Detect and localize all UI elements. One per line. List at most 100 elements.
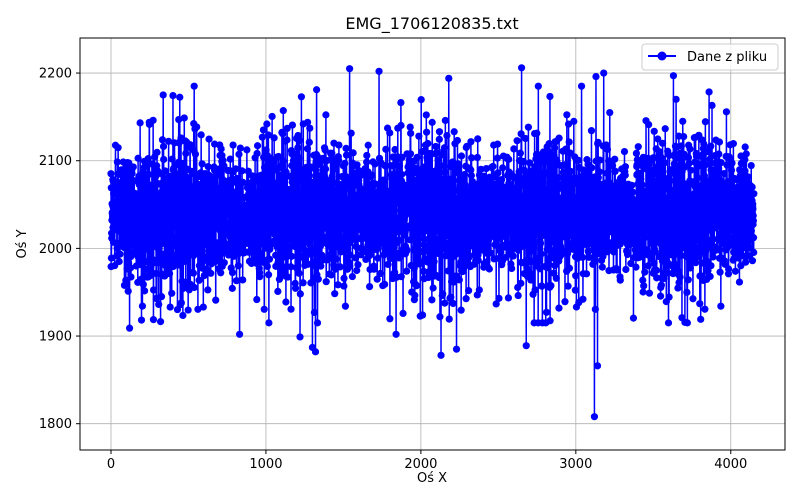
data-point [127, 273, 135, 281]
data-point [527, 276, 535, 284]
data-point [293, 178, 301, 186]
data-point [386, 254, 394, 263]
data-point [121, 194, 129, 202]
data-point [311, 348, 320, 356]
data-point [684, 154, 693, 162]
data-point [279, 157, 287, 165]
data-point [257, 188, 265, 196]
data-point [380, 251, 388, 259]
data-point [374, 254, 382, 262]
data-point [642, 190, 650, 198]
data-point [654, 135, 662, 143]
data-point [660, 274, 668, 283]
data-point [629, 188, 637, 196]
data-point [406, 150, 415, 158]
data-point [656, 292, 665, 300]
data-point [659, 174, 667, 183]
data-point [432, 142, 440, 151]
data-point [189, 269, 198, 277]
data-point [528, 210, 536, 218]
data-point [564, 282, 572, 290]
data-point [629, 314, 638, 322]
data-point [386, 315, 394, 323]
data-point [228, 268, 237, 277]
data-point [217, 269, 225, 277]
data-point [669, 72, 678, 80]
data-point [508, 264, 516, 273]
data-point [551, 144, 559, 152]
data-point [388, 206, 396, 214]
data-point [279, 234, 287, 242]
legend: Dane z pliku [641, 43, 779, 71]
data-point [220, 259, 228, 267]
data-point [688, 200, 696, 208]
data-point [441, 168, 449, 176]
data-point [289, 220, 297, 228]
data-point [545, 261, 553, 269]
data-point [234, 262, 242, 270]
data-point [313, 319, 322, 327]
data-point [204, 163, 212, 171]
data-point [129, 163, 137, 171]
data-point [588, 164, 596, 172]
data-point [207, 269, 215, 277]
x-tick-label: 0 [107, 457, 115, 472]
data-point [445, 74, 453, 82]
data-point [567, 167, 575, 176]
data-point [107, 170, 115, 178]
data-point [138, 302, 147, 310]
data-point [328, 149, 336, 157]
data-point [622, 265, 630, 274]
data-point [657, 281, 665, 289]
data-point [114, 144, 122, 152]
data-point [538, 282, 546, 290]
data-point [545, 140, 553, 148]
data-point [198, 160, 206, 168]
data-point [380, 177, 388, 185]
data-point [462, 295, 470, 303]
data-point [683, 288, 691, 296]
data-point [425, 209, 433, 217]
data-point [592, 72, 600, 81]
data-point [134, 154, 142, 162]
data-point [428, 250, 436, 258]
data-point [571, 286, 579, 294]
data-point [465, 287, 473, 295]
data-point [536, 239, 545, 247]
data-point [628, 181, 636, 189]
data-point [406, 123, 414, 131]
data-point [331, 165, 339, 173]
data-point [169, 91, 177, 100]
data-point [630, 201, 638, 209]
data-point [657, 153, 665, 161]
data-point [467, 138, 475, 146]
data-point [503, 240, 511, 248]
data-point [376, 269, 385, 277]
data-point [533, 129, 541, 137]
data-point [437, 351, 445, 359]
data-point [420, 235, 429, 243]
data-point [305, 170, 313, 179]
data-point [423, 181, 431, 190]
data-point [340, 274, 348, 282]
data-point [591, 187, 599, 195]
data-point [568, 188, 576, 197]
data-point [263, 120, 271, 128]
data-point [204, 286, 212, 294]
data-point [390, 161, 398, 169]
data-point [548, 177, 556, 185]
data-point [310, 308, 319, 317]
data-point [497, 200, 505, 208]
data-point [403, 247, 411, 255]
data-point [572, 272, 580, 280]
data-point [186, 141, 194, 149]
legend-box [641, 43, 779, 71]
data-point [137, 316, 146, 324]
data-point [431, 171, 439, 179]
data-point [150, 286, 158, 294]
data-point [549, 188, 557, 196]
data-point [116, 250, 124, 258]
data-point [217, 145, 225, 153]
data-point [149, 316, 158, 324]
